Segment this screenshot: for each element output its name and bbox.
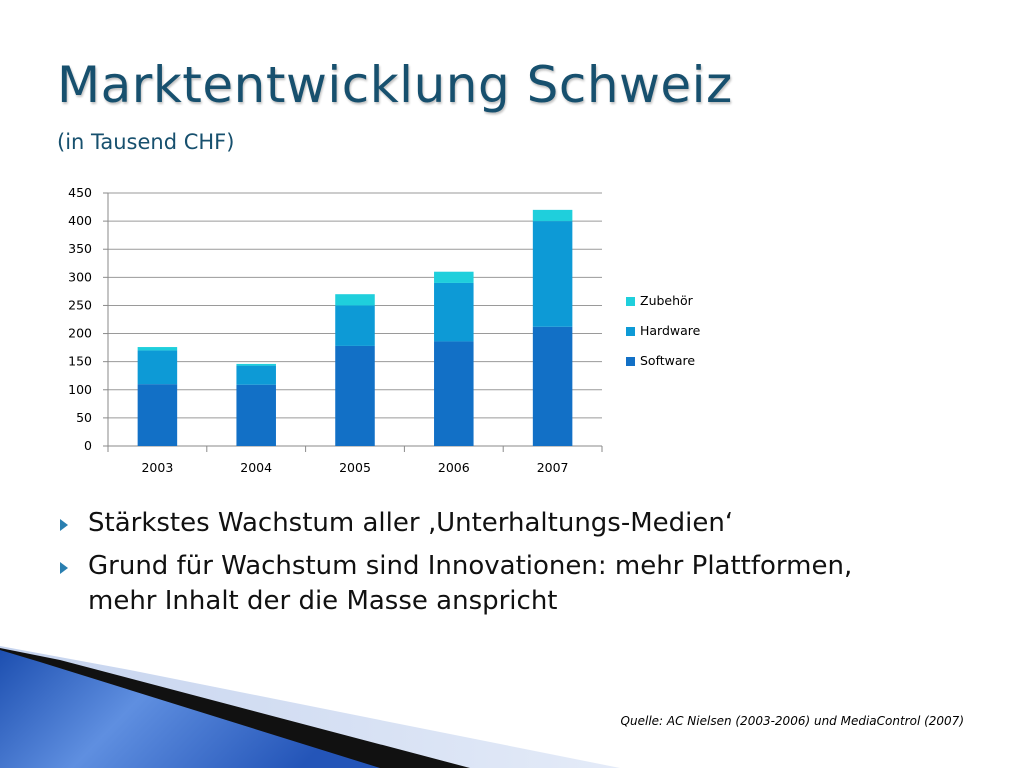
bar-hardware-2005 [335, 305, 375, 346]
arrow-bullet-icon [60, 519, 68, 531]
bar-hardware-2006 [434, 282, 474, 342]
legend-label: Hardware [640, 323, 701, 338]
legend-swatch [626, 327, 635, 336]
stacked-bar-chart: 0 50 100 150 200 250 300 350 400 450 2003 2004 2005… [68, 185, 701, 475]
x-tick-label: 2007 [537, 460, 569, 475]
bullet-item: Stärkstes Wachstum aller ‚Unterhaltungs-… [60, 506, 918, 541]
x-tick-label: 2005 [339, 460, 371, 475]
x-tick-label: 2003 [141, 460, 173, 475]
bar-zubehr-2005 [335, 294, 375, 306]
bars [137, 209, 573, 446]
bar-hardware-2003 [137, 350, 178, 385]
slide-title: Marktentwicklung Schweiz [57, 56, 733, 114]
slide-subtitle: (in Tausend CHF) [57, 130, 235, 154]
decorative-swoosh [0, 646, 620, 768]
bullet-list: Stärkstes Wachstum aller ‚Unterhaltungs-… [60, 506, 918, 627]
legend-label: Zubehör [640, 293, 694, 308]
bar-software-2003 [137, 384, 178, 446]
bar-hardware-2004 [236, 365, 276, 385]
bullet-text: Grund für Wachstum sind Innovationen: me… [88, 551, 853, 616]
y-tick-label: 150 [68, 354, 92, 369]
x-tick-label: 2004 [240, 460, 272, 475]
legend-label: Software [640, 353, 695, 368]
legend: Zubehör Hardware Software [626, 293, 701, 368]
y-tick-label: 250 [68, 297, 92, 312]
y-tick-label: 50 [76, 410, 92, 425]
x-axis-ticks: 2003 2004 2005 2006 2007 [141, 460, 568, 475]
source-note: Quelle: AC Nielsen (2003-2006) und Media… [620, 714, 964, 728]
y-tick-label: 350 [68, 241, 92, 256]
y-tick-label: 0 [84, 438, 92, 453]
y-tick-label: 100 [68, 382, 92, 397]
x-tick-label: 2006 [438, 460, 470, 475]
legend-swatch [626, 357, 635, 366]
y-tick-label: 300 [68, 269, 92, 284]
bar-zubehr-2004 [236, 363, 276, 366]
bar-zubehr-2007 [532, 209, 573, 222]
y-axis-ticks: 0 50 100 150 200 250 300 350 400 450 [68, 185, 92, 453]
bullet-item: Grund für Wachstum sind Innovationen: me… [60, 549, 918, 619]
bullet-text: Stärkstes Wachstum aller ‚Unterhaltungs-… [88, 508, 734, 538]
y-tick-label: 200 [68, 326, 92, 341]
y-tick-label: 450 [68, 185, 92, 200]
arrow-bullet-icon [60, 562, 68, 574]
legend-swatch [626, 297, 635, 306]
bar-software-2007 [532, 326, 573, 446]
bar-software-2004 [236, 384, 276, 446]
bar-zubehr-2003 [137, 347, 178, 351]
y-tick-label: 400 [68, 213, 92, 228]
bar-hardware-2007 [532, 221, 573, 327]
bar-software-2006 [434, 341, 474, 446]
blue-stripe [0, 650, 380, 768]
bar-software-2005 [335, 345, 375, 446]
bar-zubehr-2006 [434, 271, 474, 283]
